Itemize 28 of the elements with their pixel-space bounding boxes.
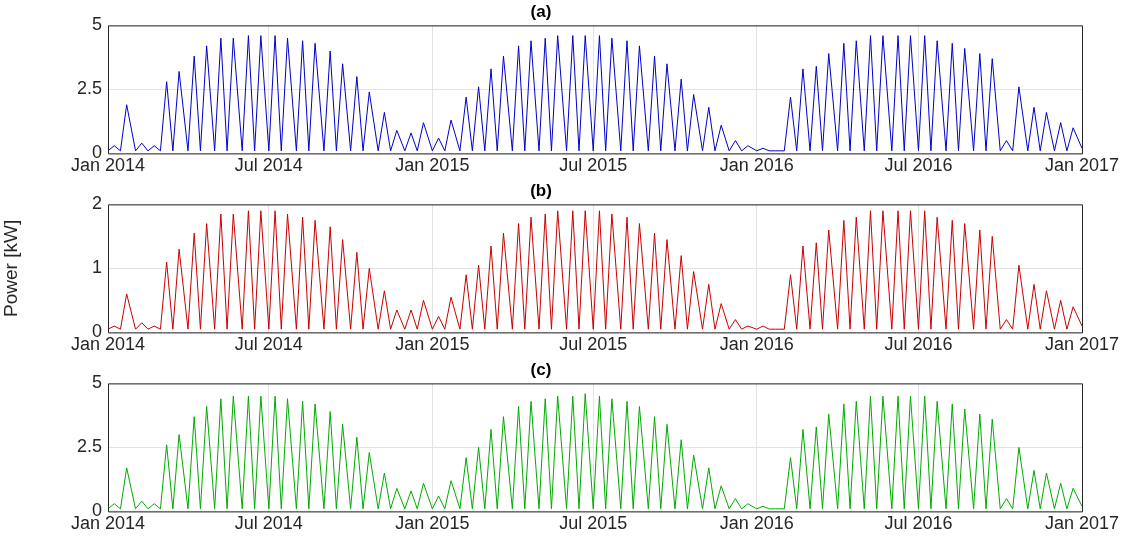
y-tick-label: 2.5 [76,78,102,99]
x-tick-label: Jul 2016 [884,334,953,355]
x-tick-label: Jan 2017 [1044,513,1120,534]
x-tick-label: Jul 2016 [884,155,953,176]
chart-title: (c) [530,359,552,379]
x-tick-label: Jan 2015 [395,155,470,176]
x-tick-label: Jan 2017 [1044,155,1120,176]
x-tick-label: Jan 2016 [719,334,794,355]
y-tick-label: 5 [91,14,102,35]
x-tick-label: Jul 2014 [234,155,303,176]
x-tick-label: Jul 2014 [234,334,303,355]
x-tick-label: Jan 2015 [395,513,470,534]
x-tick-label: Jan 2015 [395,334,470,355]
chart-title: (b) [530,180,552,200]
chart-title: (a) [530,1,552,21]
y-axis-title: Power [kW] [0,219,21,317]
x-tick-label: Jan 2017 [1044,334,1120,355]
y-tick-label: 2 [91,193,102,214]
y-tick-label: 1 [91,257,102,278]
x-tick-label: Jan 2016 [719,513,794,534]
x-tick-label: Jul 2015 [559,155,628,176]
x-tick-label: Jul 2015 [559,513,628,534]
x-tick-label: Jul 2016 [884,513,953,534]
x-tick-label: Jan 2016 [719,155,794,176]
x-tick-label: Jul 2014 [234,513,303,534]
x-tick-label: Jul 2015 [559,334,628,355]
y-tick-label: 5 [91,372,102,393]
y-tick-label: 2.5 [76,436,102,457]
